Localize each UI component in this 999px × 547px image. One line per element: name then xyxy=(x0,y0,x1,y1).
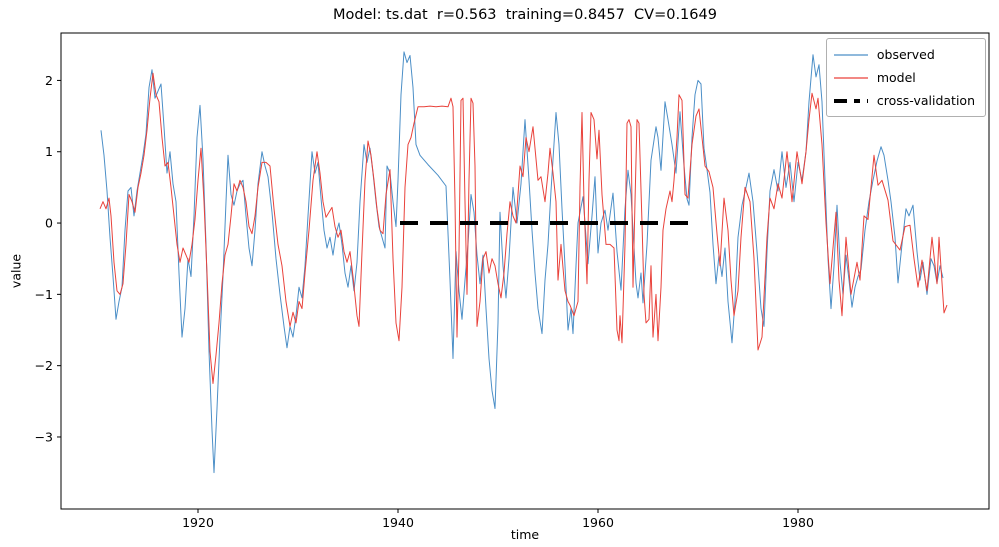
series-line-observed xyxy=(100,51,944,474)
y-tick-label: −3 xyxy=(35,429,53,444)
y-tick-label: −1 xyxy=(35,287,53,302)
y-axis-label: value xyxy=(8,253,24,289)
x-axis-label: time xyxy=(510,527,540,542)
legend-label: observed xyxy=(876,47,935,62)
x-tick-label: 1980 xyxy=(782,515,814,530)
model-line-sample-icon xyxy=(833,76,868,79)
x-tick-label: 1960 xyxy=(582,515,614,530)
chart-title: Model: ts.dat r=0.563 training=0.8457 CV… xyxy=(333,7,717,23)
legend-label: cross-validation xyxy=(876,93,975,108)
x-tick-label: 1940 xyxy=(382,515,414,530)
x-tick-label: 1920 xyxy=(182,515,214,530)
plot-frame xyxy=(60,32,990,510)
legend-item-model: model xyxy=(833,66,975,89)
legend-label: model xyxy=(876,70,916,85)
y-tick-label: 1 xyxy=(45,144,53,159)
legend-item-cross-validation: cross-validation xyxy=(833,89,975,112)
y-tick-label: 2 xyxy=(45,73,53,88)
dashed-line-sample-icon xyxy=(833,98,868,103)
legend: observed model cross-validation xyxy=(825,38,986,117)
y-tick-label: 0 xyxy=(45,216,53,231)
legend-item-observed: observed xyxy=(833,43,975,66)
series-line-model xyxy=(99,72,948,384)
observed-line-sample-icon xyxy=(833,53,868,56)
y-tick-label: −2 xyxy=(35,358,53,373)
